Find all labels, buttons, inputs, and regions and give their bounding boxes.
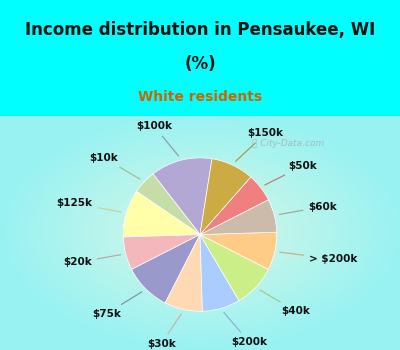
Wedge shape [200, 159, 251, 234]
Text: $10k: $10k [90, 153, 140, 179]
Text: Income distribution in Pensaukee, WI: Income distribution in Pensaukee, WI [25, 21, 375, 39]
Text: $60k: $60k [279, 202, 337, 215]
Wedge shape [123, 234, 200, 270]
Text: White residents: White residents [138, 90, 262, 104]
Text: $40k: $40k [260, 290, 310, 316]
Text: $20k: $20k [63, 255, 121, 267]
Text: $125k: $125k [56, 198, 122, 212]
Text: $75k: $75k [92, 292, 142, 319]
Wedge shape [132, 234, 200, 303]
Text: $30k: $30k [147, 314, 181, 349]
Text: > $200k: > $200k [280, 252, 358, 264]
Wedge shape [136, 174, 200, 234]
Text: $200k: $200k [224, 313, 267, 347]
Text: $50k: $50k [265, 161, 317, 185]
Text: $150k: $150k [236, 128, 284, 161]
Wedge shape [200, 177, 268, 234]
Text: (%): (%) [184, 55, 216, 74]
Wedge shape [123, 191, 200, 237]
Text: ⓘ City-Data.com: ⓘ City-Data.com [252, 139, 324, 148]
Wedge shape [200, 234, 268, 301]
Text: $100k: $100k [136, 121, 179, 156]
Wedge shape [200, 200, 277, 235]
Wedge shape [153, 158, 212, 234]
Wedge shape [200, 232, 277, 270]
Wedge shape [165, 234, 202, 312]
Wedge shape [200, 234, 239, 311]
